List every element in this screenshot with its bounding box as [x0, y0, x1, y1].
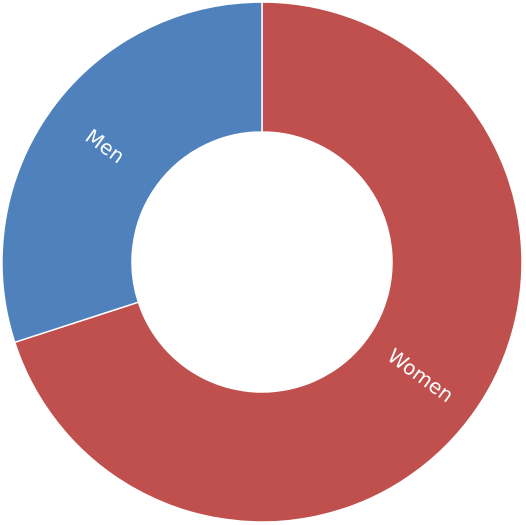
donut-slice	[13, 1, 523, 523]
donut-slice	[1, 1, 263, 344]
